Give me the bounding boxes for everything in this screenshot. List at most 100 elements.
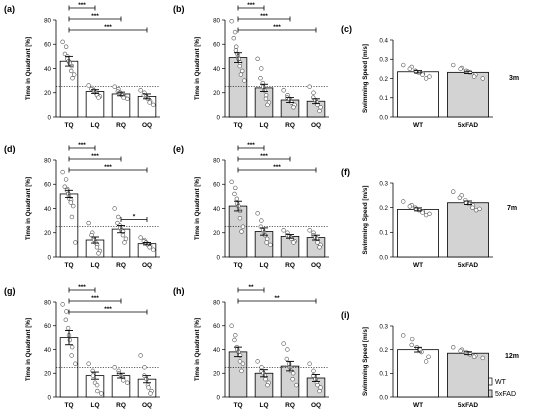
bar-i-0 xyxy=(397,349,439,398)
x-tick-label-i-1: 5xFAD xyxy=(458,402,479,409)
y-tick-label-c-0: 0.0 xyxy=(379,114,388,121)
point-b-3-0 xyxy=(307,84,312,89)
bar-f-1 xyxy=(447,202,489,258)
point-d-2-0 xyxy=(112,206,117,211)
sig-label-b-2: *** xyxy=(273,24,281,31)
point-a-1-0 xyxy=(86,83,91,88)
sig-label-h-1: ** xyxy=(274,295,280,302)
y-axis-label-e: Time in Quadrant [%] xyxy=(194,177,201,240)
y-tick-label-a-3: 60 xyxy=(44,42,51,49)
point-e-3-0 xyxy=(307,228,312,233)
point-h-0-9 xyxy=(239,368,244,374)
point-h-0-1 xyxy=(233,333,238,338)
y-axis-label-d: Time in Quadrant [%] xyxy=(25,177,32,240)
point-h-3-7 xyxy=(317,388,322,394)
sig-label-g-0: *** xyxy=(78,284,86,291)
y-tick-label-b-2: 40 xyxy=(213,66,220,73)
point-e-0-9 xyxy=(239,229,244,234)
point-c-1-8 xyxy=(480,76,485,81)
row-label-7m: 7m xyxy=(507,205,517,212)
point-c-1-0 xyxy=(451,62,456,68)
panel-e: (e) 0 20 40 60 80 Time in Quadrant [%] TQ LQ RQ OQ… xyxy=(173,142,329,269)
point-b-3-6 xyxy=(318,105,323,110)
point-g-3-0 xyxy=(138,353,143,358)
sig-label-g-2: *** xyxy=(104,306,112,313)
point-e-0-1 xyxy=(233,185,238,191)
point-i-1-2 xyxy=(458,348,463,354)
x-tick-label-h-3: OQ xyxy=(311,402,321,409)
y-tick-label-b-4: 80 xyxy=(213,17,220,24)
point-d-0-1 xyxy=(63,177,69,182)
point-e-2-7 xyxy=(291,240,296,245)
point-c-0-9 xyxy=(423,76,429,81)
y-tick-label-d-3: 60 xyxy=(44,182,51,189)
x-tick-label-g-2: RQ xyxy=(116,402,126,409)
y-tick-label-e-1: 20 xyxy=(213,230,220,237)
panel-label-a: (a) xyxy=(4,4,15,14)
point-f-1-2 xyxy=(457,195,462,201)
point-g-0-7 xyxy=(69,353,74,358)
y-tick-label-c-3: 0.3 xyxy=(379,57,388,64)
y-axis-label-g: Time in Quadrant [%] xyxy=(25,318,32,381)
panel-i: (i) 0.0 0.1 0.2 0.3 Swimming Speed [m/s] WT 5xF… xyxy=(341,310,493,409)
x-tick-label-g-1: LQ xyxy=(90,402,99,409)
y-tick-label-c-4: 0.4 xyxy=(379,37,388,44)
point-h-3-6 xyxy=(318,385,323,390)
point-b-0-12 xyxy=(242,78,247,83)
point-d-1-7 xyxy=(94,245,100,250)
x-tick-label-a-0: TQ xyxy=(64,122,73,129)
point-d-0-11 xyxy=(69,214,75,220)
point-b-1-2 xyxy=(258,75,263,81)
y-axis-label-c: Swimming Speed [m/s] xyxy=(362,44,369,113)
point-d-3-0 xyxy=(138,235,143,240)
point-h-2-2 xyxy=(284,356,290,362)
y-tick-label-d-2: 40 xyxy=(44,206,51,213)
point-a-1-9 xyxy=(96,95,101,100)
point-i-0-1 xyxy=(410,336,415,342)
x-tick-label-h-0: TQ xyxy=(233,402,242,409)
point-e-1-0 xyxy=(255,211,260,216)
point-g-3-1 xyxy=(142,365,147,370)
point-e-0-0 xyxy=(229,179,234,185)
point-a-3-8 xyxy=(151,102,156,108)
point-g-0-3 xyxy=(65,325,71,331)
point-g-1-4 xyxy=(94,382,100,388)
point-h-0-7 xyxy=(237,359,243,364)
x-tick-label-b-2: RQ xyxy=(285,122,295,129)
point-e-1-1 xyxy=(259,218,264,223)
y-tick-label-d-1: 20 xyxy=(44,230,51,237)
point-f-1-7 xyxy=(470,205,475,210)
point-h-1-7 xyxy=(265,382,270,388)
point-h-3-5 xyxy=(315,382,320,388)
y-tick-label-e-3: 60 xyxy=(213,182,220,189)
bar-e-0 xyxy=(228,205,248,258)
point-h-3-3 xyxy=(313,376,318,382)
y-tick-label-e-4: 80 xyxy=(213,157,220,164)
y-tick-label-a-0: 0 xyxy=(48,114,52,121)
y-tick-label-d-4: 80 xyxy=(44,157,51,164)
y-axis-label-h: Time in Quadrant [%] xyxy=(194,318,201,381)
point-c-0-8 xyxy=(427,74,432,79)
point-h-2-7 xyxy=(290,376,295,382)
x-tick-label-b-3: OQ xyxy=(311,122,321,129)
y-tick-label-g-2: 40 xyxy=(44,347,51,354)
point-a-0-10 xyxy=(72,72,77,77)
point-f-0-2 xyxy=(407,204,412,209)
panel-label-h: (h) xyxy=(173,286,185,296)
point-g-2-6 xyxy=(125,380,130,385)
panel-g: (g) 0 20 40 60 80 Time in Quadrant [%] TQ LQ RQ OQ… xyxy=(4,284,160,409)
point-h-1-5 xyxy=(263,376,268,382)
x-tick-label-f-0: WT xyxy=(413,262,423,269)
point-h-2-6 xyxy=(290,371,296,376)
panel-h: (h) 0 20 40 60 80 Time in Quadrant [%] TQ LQ RQ OQ… xyxy=(173,284,329,409)
y-tick-label-f-0: 0.0 xyxy=(379,254,388,261)
point-h-3-0 xyxy=(307,361,312,366)
y-tick-label-e-2: 40 xyxy=(213,206,220,213)
y-axis-label-b: Time in Quadrant [%] xyxy=(194,37,201,100)
point-a-0-9 xyxy=(69,68,74,74)
y-tick-label-i-2: 0.2 xyxy=(379,347,388,354)
point-d-3-7 xyxy=(147,245,152,250)
point-h-0-2 xyxy=(232,337,237,343)
point-d-3-8 xyxy=(151,247,156,252)
